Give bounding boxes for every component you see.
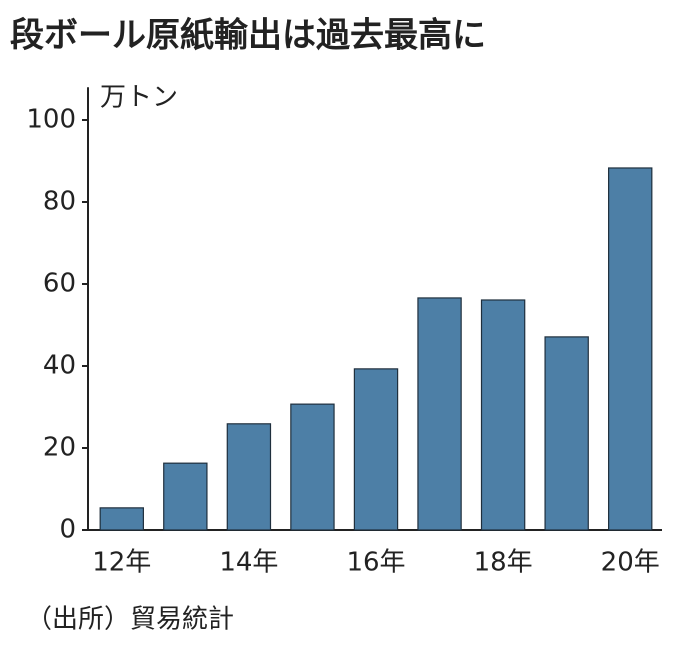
source: （出所）貿易統計 xyxy=(26,605,234,635)
y-tick-label: 20 xyxy=(43,433,76,463)
x-tick-label: 20年 xyxy=(601,548,660,578)
bar xyxy=(226,423,272,531)
x-tick-label: 12年 xyxy=(92,548,151,578)
bar xyxy=(290,403,335,531)
bar xyxy=(480,299,526,531)
bar xyxy=(417,297,462,531)
x-tick-label: 16年 xyxy=(346,548,405,578)
bar xyxy=(99,507,144,531)
x-tick-label: 18年 xyxy=(474,548,533,578)
x-tick-label: 14年 xyxy=(219,548,278,578)
bar xyxy=(544,336,589,531)
y-axis-unit: 万トン xyxy=(100,83,178,113)
chart-title: 段ボール原紙輸出は過去最高に xyxy=(10,16,486,56)
bar xyxy=(163,462,208,531)
bar xyxy=(608,167,653,531)
y-tick-label: 0 xyxy=(59,515,76,545)
y-tick-label: 40 xyxy=(43,351,76,381)
y-tick-label: 60 xyxy=(43,269,76,299)
y-tick-label: 100 xyxy=(26,105,76,135)
bar xyxy=(353,368,399,531)
y-tick-label: 80 xyxy=(43,187,76,217)
